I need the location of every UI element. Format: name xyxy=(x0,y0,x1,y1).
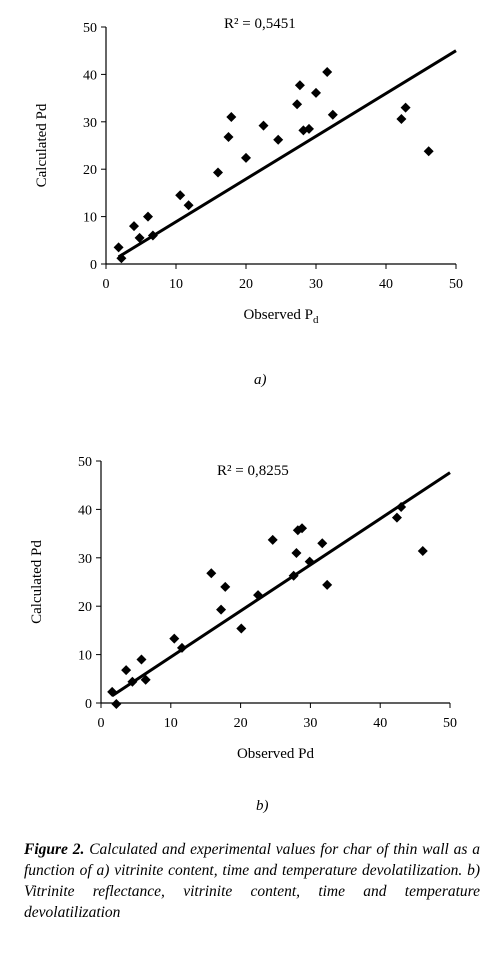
data-point xyxy=(111,698,122,709)
x-tick-label: 30 xyxy=(303,716,317,731)
x-tick-label: 0 xyxy=(103,277,110,292)
data-point xyxy=(273,134,284,145)
data-point xyxy=(241,152,251,163)
data-point xyxy=(258,120,269,131)
data-point xyxy=(396,501,407,512)
r-squared-annotation: R² = 0,5451 xyxy=(224,16,296,32)
x-tick-label: 0 xyxy=(98,716,105,731)
x-tick-label: 40 xyxy=(373,716,387,731)
data-point xyxy=(226,112,237,123)
x-tick-label: 40 xyxy=(379,277,393,292)
chart-b: 0 10 20 30 40 50 0 10 20 30 40 50 R² = 0,8255 Observe… xyxy=(29,455,457,762)
data-point xyxy=(223,131,234,142)
data-point xyxy=(216,604,227,615)
data-point xyxy=(267,534,278,545)
data-point xyxy=(288,570,299,581)
data-point xyxy=(304,123,314,134)
y-axis-label: Calculated Pd xyxy=(34,103,50,187)
data-point xyxy=(140,674,151,685)
x-axis-label: Observed Pd xyxy=(243,307,319,326)
data-point xyxy=(107,686,118,697)
x-tick-label: 50 xyxy=(443,716,457,731)
figure-caption: Figure 2. Calculated and experimental va… xyxy=(24,839,480,923)
y-tick-label: 50 xyxy=(78,455,92,470)
caption-text: Calculated and experimental values for c… xyxy=(24,841,480,921)
chart-a: 0 10 20 30 40 50 0 10 20 30 40 50 R² = 0,5451 Observe… xyxy=(34,16,463,326)
data-point xyxy=(391,512,402,523)
y-tick-label: 40 xyxy=(83,68,97,83)
data-point xyxy=(213,167,223,178)
data-point xyxy=(417,546,428,557)
data-point xyxy=(297,523,308,534)
panel-label-a: a) xyxy=(254,372,267,388)
data-point xyxy=(175,190,186,201)
y-tick-label: 20 xyxy=(78,600,92,615)
data-point xyxy=(292,525,303,536)
y-tick-label: 30 xyxy=(83,116,97,131)
trendline xyxy=(117,49,457,259)
x-axis-label: Observed Pd xyxy=(237,746,315,762)
x-tick-label: 20 xyxy=(234,716,248,731)
data-point xyxy=(176,642,187,653)
y-tick-label: 20 xyxy=(83,163,97,178)
data-point xyxy=(147,230,158,241)
data-point xyxy=(206,568,217,579)
data-point xyxy=(294,80,305,91)
data-point xyxy=(396,113,407,124)
data-point xyxy=(121,665,132,676)
data-point xyxy=(327,109,338,120)
y-tick-label: 30 xyxy=(78,552,92,567)
y-tick-label: 10 xyxy=(78,649,92,664)
data-point xyxy=(113,242,124,253)
y-tick-label: 40 xyxy=(78,503,92,518)
data-point xyxy=(136,654,147,665)
data-point xyxy=(322,579,333,590)
x-tick-label: 10 xyxy=(164,716,178,731)
data-point xyxy=(317,538,328,549)
y-tick-label: 10 xyxy=(83,211,97,226)
r-squared-annotation: R² = 0,8255 xyxy=(217,463,289,479)
y-tick-label: 0 xyxy=(90,258,97,273)
data-point xyxy=(304,556,315,567)
data-point xyxy=(220,581,231,592)
data-point xyxy=(134,232,145,243)
y-tick-label: 50 xyxy=(83,21,97,36)
caption-lead: Figure 2. xyxy=(24,841,85,858)
y-axis-label: Calculated Pd xyxy=(29,540,45,624)
data-point xyxy=(423,146,434,157)
data-point xyxy=(127,676,138,687)
trendline xyxy=(111,471,451,697)
x-tick-label: 20 xyxy=(239,277,253,292)
y-tick-label: 0 xyxy=(85,697,92,712)
data-point xyxy=(292,99,303,110)
data-point xyxy=(116,253,127,264)
data-point xyxy=(169,633,180,644)
data-point xyxy=(253,590,264,601)
data-point xyxy=(143,211,153,222)
data-point xyxy=(400,102,411,113)
data-point xyxy=(236,623,247,634)
panel-label-b: b) xyxy=(256,798,269,814)
data-point xyxy=(322,67,333,78)
x-tick-label: 50 xyxy=(449,277,463,292)
data-point xyxy=(183,200,194,211)
data-point xyxy=(291,547,302,558)
x-tick-label: 30 xyxy=(309,277,323,292)
x-tick-label: 10 xyxy=(169,277,183,292)
data-point xyxy=(311,87,321,98)
data-point xyxy=(129,221,139,232)
